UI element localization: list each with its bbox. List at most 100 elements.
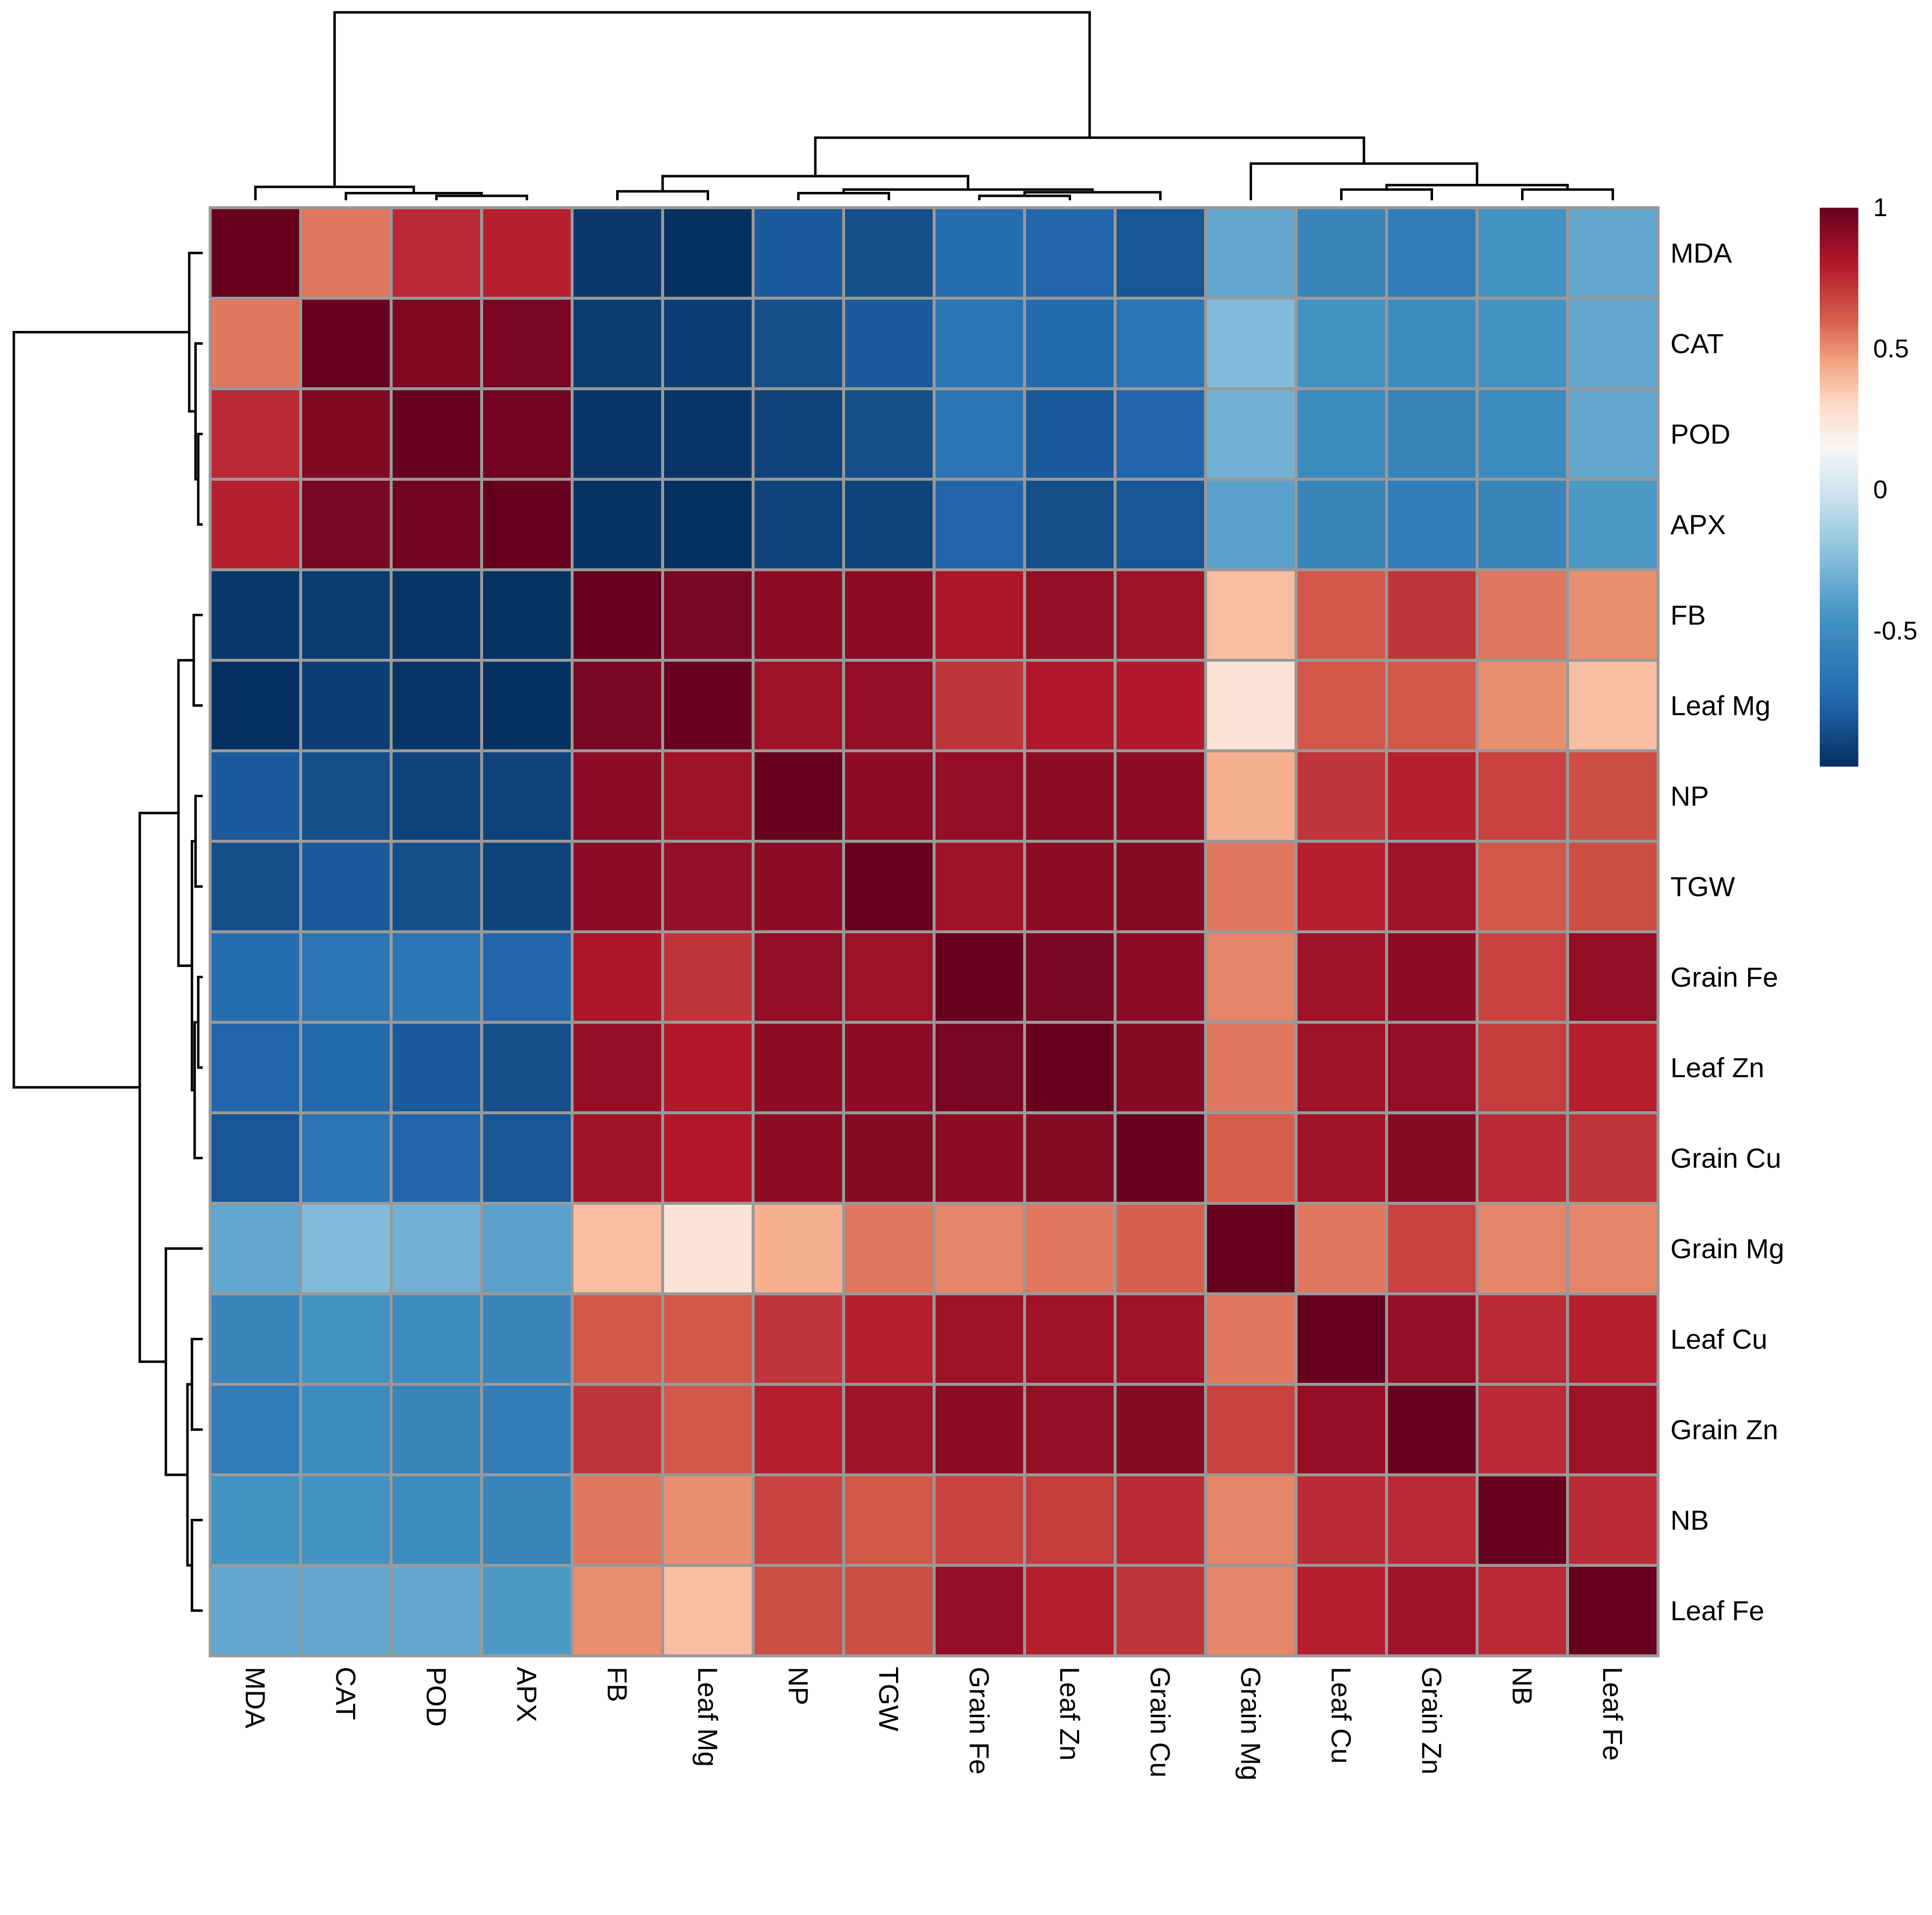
row-label: APX bbox=[1670, 509, 1726, 540]
dendrogram-branch bbox=[1521, 188, 1614, 200]
dendrogram-branch bbox=[978, 194, 1071, 200]
heatmap-cell bbox=[1114, 1383, 1207, 1476]
heatmap-cell bbox=[752, 1473, 845, 1567]
column-label: MDA bbox=[240, 1667, 271, 1729]
heatmap-cell bbox=[571, 478, 664, 571]
column-label: Leaf Mg bbox=[692, 1667, 723, 1767]
heatmap-cell bbox=[209, 840, 302, 933]
heatmap-cell bbox=[299, 1202, 393, 1295]
heatmap-cell bbox=[1295, 297, 1388, 390]
heatmap-cell bbox=[209, 1202, 302, 1295]
heatmap-cell bbox=[390, 930, 483, 1024]
dendrogram-branch bbox=[616, 190, 709, 200]
heatmap-cell bbox=[390, 1473, 483, 1567]
heatmap-cell bbox=[1566, 1202, 1660, 1295]
heatmap-cell bbox=[299, 206, 393, 300]
heatmap-cell bbox=[1114, 387, 1207, 481]
heatmap-cell bbox=[661, 659, 755, 752]
heatmap-cell bbox=[299, 1383, 393, 1476]
heatmap-cell bbox=[1385, 1292, 1479, 1386]
heatmap-cell bbox=[661, 749, 755, 843]
row-label: TGW bbox=[1670, 871, 1735, 902]
heatmap-cell bbox=[1476, 1473, 1569, 1567]
heatmap-cell bbox=[1204, 387, 1298, 481]
row-label: Grain Cu bbox=[1670, 1142, 1781, 1174]
heatmap-cell bbox=[1204, 1202, 1298, 1295]
heatmap-cell bbox=[1385, 478, 1479, 571]
heatmap-cell bbox=[1023, 1111, 1117, 1205]
heatmap-cell bbox=[390, 840, 483, 933]
heatmap-cell bbox=[1385, 749, 1479, 843]
row-label: Leaf Zn bbox=[1670, 1052, 1764, 1083]
heatmap-cell bbox=[661, 840, 755, 933]
heatmap-cell bbox=[209, 1473, 302, 1567]
heatmap-cell bbox=[1566, 297, 1660, 390]
column-label: APX bbox=[511, 1667, 542, 1722]
heatmap-cell bbox=[661, 930, 755, 1024]
heatmap-cell bbox=[1566, 568, 1660, 662]
heatmap-cell bbox=[480, 568, 574, 662]
row-labels: MDA CAT POD APX FB Leaf Mg NP TGW Grain Fe Leaf Z… bbox=[1670, 237, 1784, 1626]
heatmap-cell bbox=[299, 1021, 393, 1114]
heatmap-cell bbox=[1295, 1021, 1388, 1114]
legend-tick-label: 0.5 bbox=[1873, 334, 1909, 363]
heatmap-cell bbox=[299, 930, 393, 1024]
heatmap-cell bbox=[390, 749, 483, 843]
heatmap-cell bbox=[752, 478, 845, 571]
heatmap-cell bbox=[480, 749, 574, 843]
column-label: Grain Mg bbox=[1235, 1667, 1266, 1780]
heatmap-cell bbox=[1295, 1383, 1388, 1476]
heatmap-cell bbox=[752, 930, 845, 1024]
heatmap-cell bbox=[480, 387, 574, 481]
heatmap-cell bbox=[1476, 840, 1569, 933]
column-label: Grain Fe bbox=[964, 1667, 995, 1775]
heatmap-cell bbox=[480, 478, 574, 571]
column-label: Grain Zn bbox=[1416, 1667, 1447, 1775]
heatmap-cell bbox=[1204, 1564, 1298, 1657]
heatmap-cell bbox=[661, 1383, 755, 1476]
heatmap-cell bbox=[752, 568, 845, 662]
heatmap-cell bbox=[1204, 478, 1298, 571]
heatmap-cell bbox=[1023, 840, 1117, 933]
heatmap-cell bbox=[299, 749, 393, 843]
row-label: Grain Zn bbox=[1670, 1414, 1778, 1445]
column-label: POD bbox=[421, 1667, 452, 1727]
column-label: FB bbox=[602, 1667, 633, 1702]
heatmap-cell bbox=[661, 1021, 755, 1114]
heatmap-cell bbox=[1295, 1111, 1388, 1205]
column-label: NB bbox=[1507, 1667, 1538, 1705]
row-dendrogram bbox=[12, 252, 203, 1612]
heatmap-cell bbox=[1023, 568, 1117, 662]
heatmap-cell bbox=[390, 1383, 483, 1476]
heatmap-cell bbox=[1204, 1473, 1298, 1567]
heatmap-cell bbox=[1476, 749, 1569, 843]
heatmap-cell bbox=[1114, 568, 1207, 662]
heatmap-border bbox=[209, 206, 1660, 1657]
heatmap-cell bbox=[1204, 749, 1298, 843]
heatmap-cell bbox=[1023, 387, 1117, 481]
heatmap-cell bbox=[209, 478, 302, 571]
heatmap-cell bbox=[1476, 659, 1569, 752]
heatmap-cell bbox=[480, 297, 574, 390]
heatmap-cell bbox=[752, 1202, 845, 1295]
heatmap-cell bbox=[1385, 1473, 1479, 1567]
heatmap-cell bbox=[933, 659, 1026, 752]
heatmap-cell bbox=[480, 930, 574, 1024]
heatmap-cell bbox=[842, 387, 936, 481]
dendrogram-branch bbox=[190, 1338, 203, 1431]
heatmap-cell bbox=[752, 1564, 845, 1657]
heatmap-cell bbox=[661, 297, 755, 390]
heatmap-cell bbox=[1114, 659, 1207, 752]
heatmap-cell bbox=[933, 387, 1026, 481]
heatmap-cell bbox=[1295, 1202, 1388, 1295]
heatmap-cell bbox=[752, 1021, 845, 1114]
dendrogram-branch bbox=[814, 136, 1365, 177]
heatmap-cell bbox=[209, 1111, 302, 1205]
heatmap-cell bbox=[390, 568, 483, 662]
heatmap-cell bbox=[571, 659, 664, 752]
heatmap-cell bbox=[571, 1111, 664, 1205]
heatmap-cell bbox=[1566, 1111, 1660, 1205]
heatmap-cell bbox=[1385, 659, 1479, 752]
heatmap-cell bbox=[1204, 1383, 1298, 1476]
heatmap-cell bbox=[571, 387, 664, 481]
